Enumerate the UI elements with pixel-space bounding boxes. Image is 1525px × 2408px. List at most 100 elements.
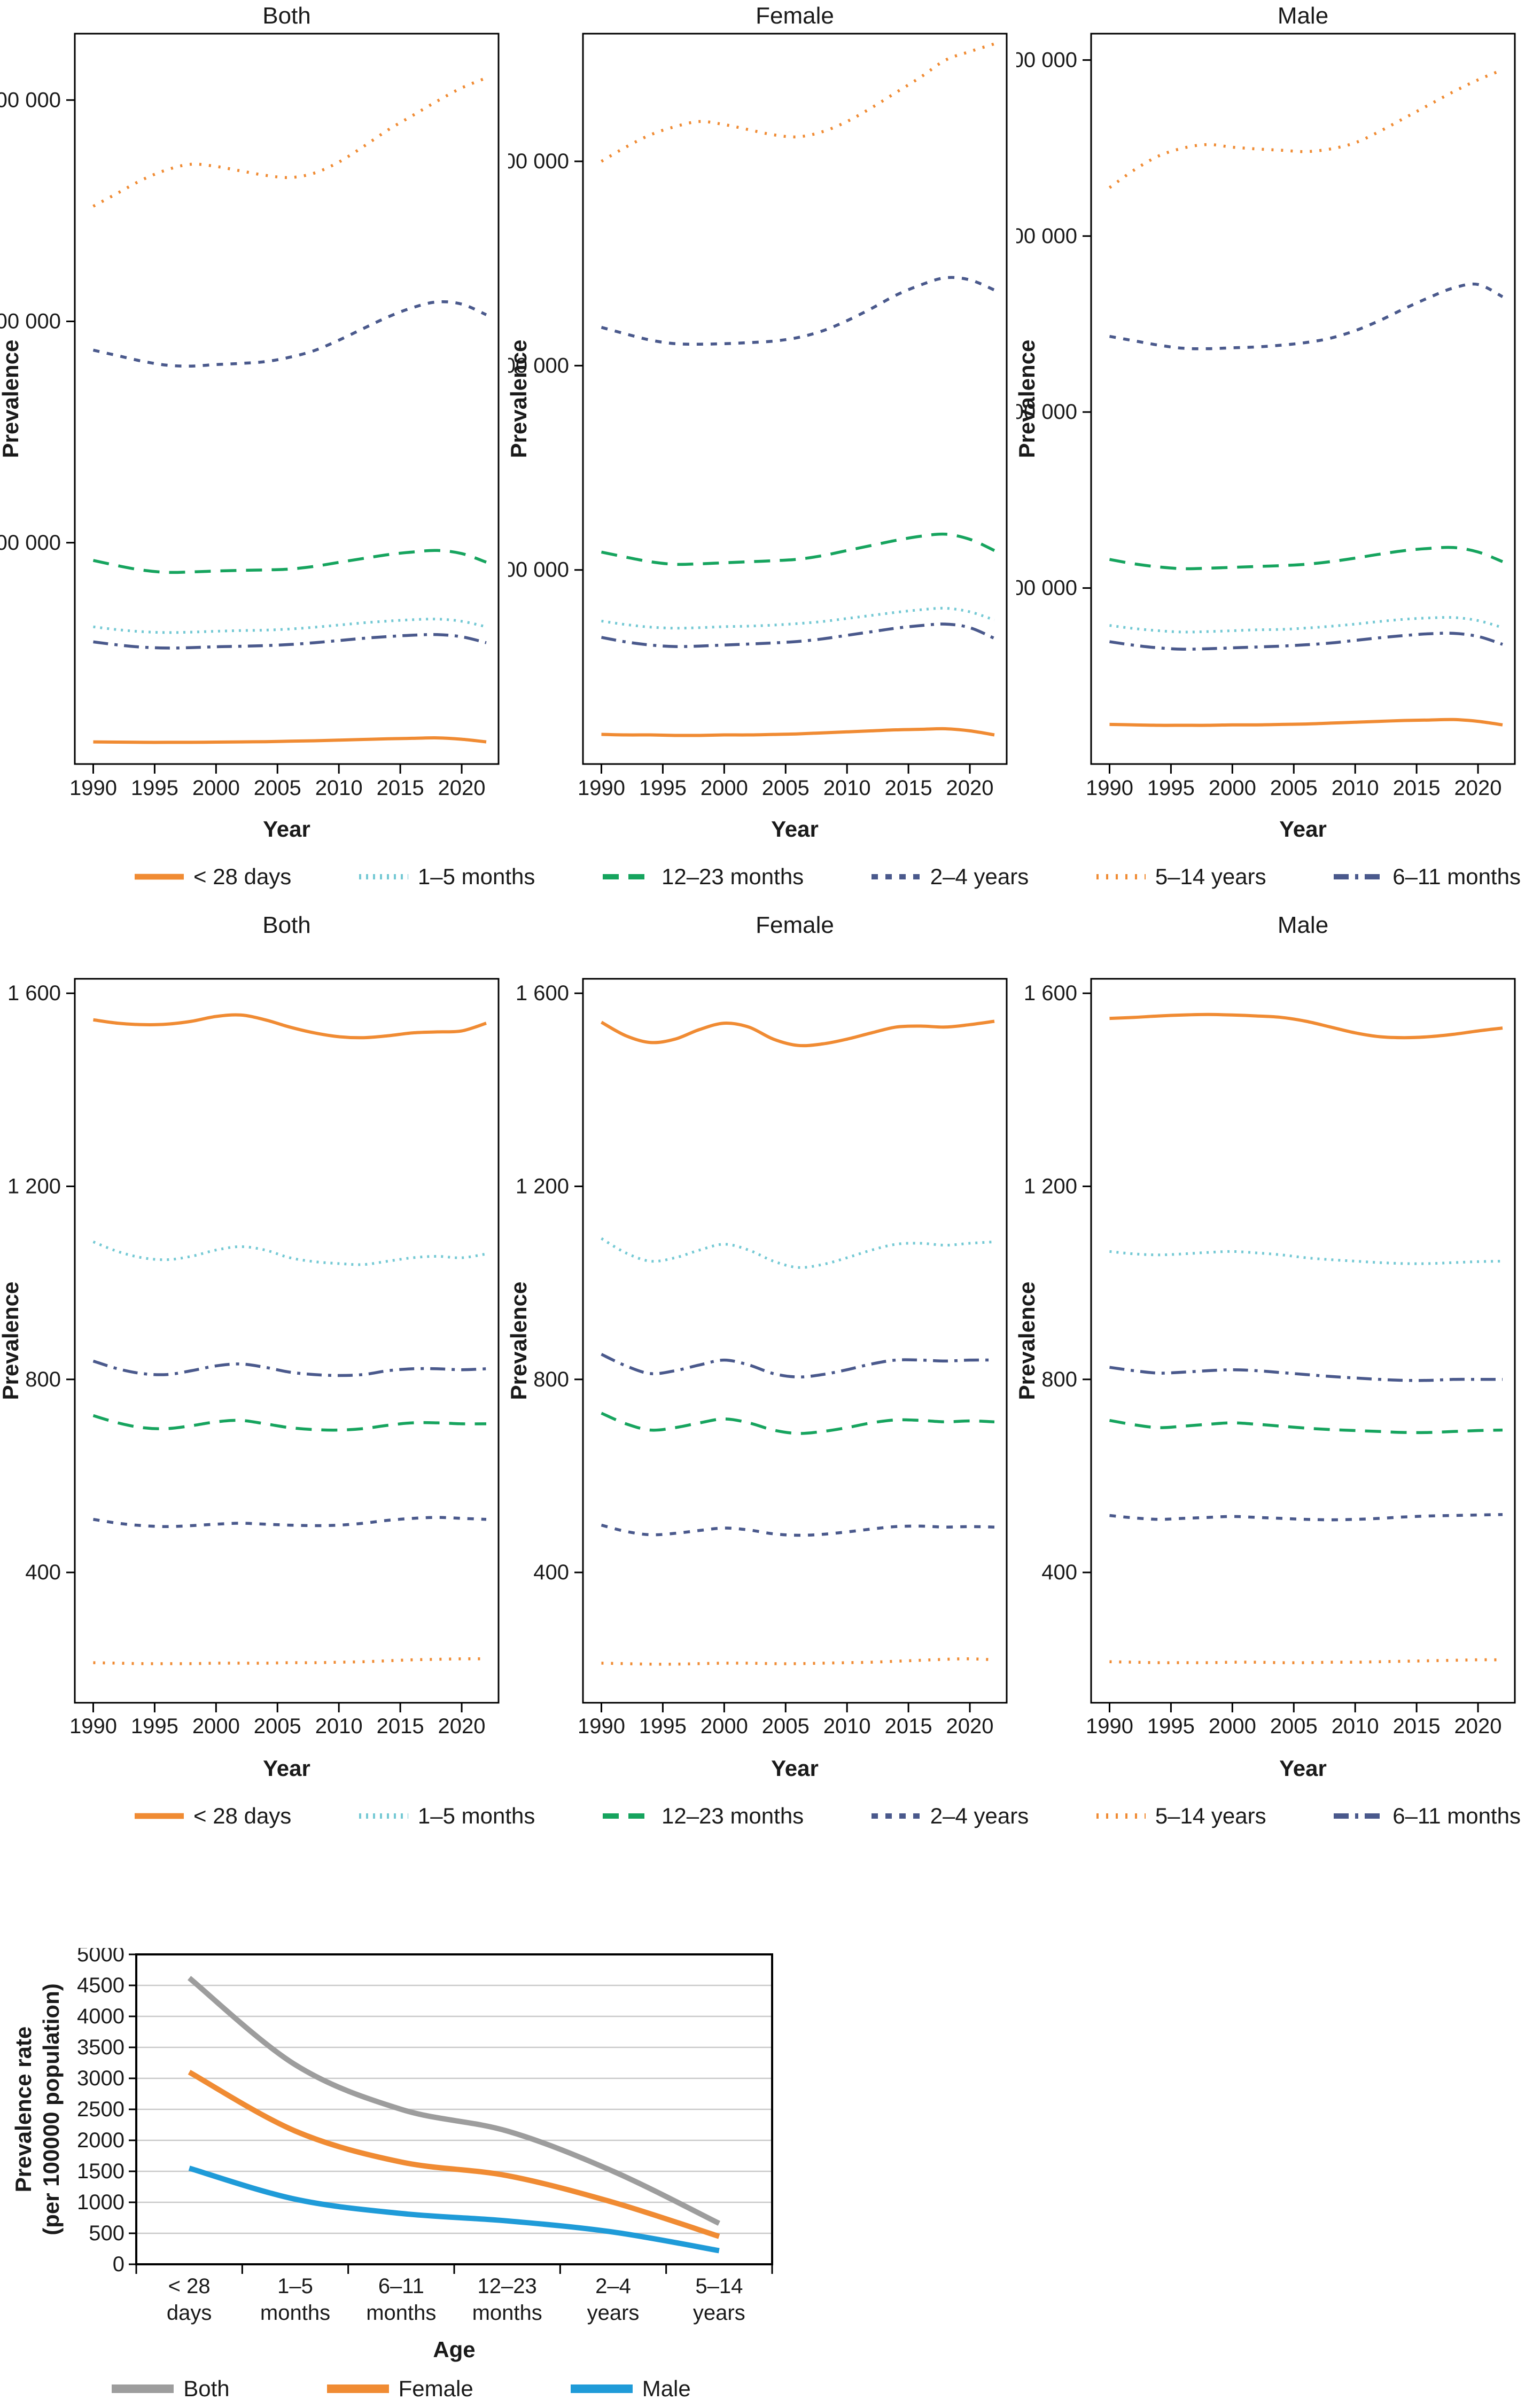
age-group-legend-middle: < 28 days 1–5 months 12–23 months 2–4 years… [0, 1794, 1525, 1838]
chart-middle-male: Male 400 800 1 200 1 600 1990 1995 2000 2005 2010… [1016, 912, 1516, 1781]
panel-title-middle-male: Male [1278, 912, 1328, 938]
line-style-icon [1096, 1813, 1146, 1819]
x-tick-label: 2000 [1209, 1715, 1256, 1738]
series-line-< 28 days [93, 736, 487, 744]
series-line-5–14 years [93, 1657, 487, 1665]
chart-age-rate: 0 500 1000 1500 2000 2500 3000 3500 4000 4500 5000… [11, 1948, 773, 2362]
line-style-icon [602, 1813, 652, 1819]
series-line-6–11 months [601, 1353, 995, 1379]
x-tick-label: 2015 [885, 776, 932, 800]
series-line-1–5 months [92, 1240, 487, 1266]
y-tick-label: 1 200 [1024, 1174, 1077, 1198]
plot-border [1090, 978, 1516, 1704]
age-group-legend-top: < 28 days 1–5 months 12–23 months 2–4 years… [0, 855, 1525, 899]
x-tick-label: 2010 [315, 1715, 363, 1738]
bottom-chart-wrap: 0 500 1000 1500 2000 2500 3000 3500 4000 4500 5000… [0, 1948, 1525, 2405]
series-line-5–14 years [1109, 1658, 1503, 1664]
x-tick-label: 1995 [639, 1715, 687, 1738]
y-tick-label: 400 [1041, 1561, 1077, 1584]
x-axis-title: Year [1279, 816, 1327, 841]
legend-label: 12–23 months [661, 864, 804, 889]
y-axis-title: Prevalence [1016, 1282, 1039, 1400]
y-tick-label: 1 000 000 [0, 531, 61, 555]
plot-border [582, 33, 1008, 765]
x-tick-label: 1995 [1147, 1715, 1195, 1738]
line-style-icon [135, 1813, 184, 1819]
legend-item-2–4 years: 2–4 years [870, 864, 1029, 890]
legend-label: Female [398, 2376, 473, 2401]
x-tick-label: 2000 [192, 776, 240, 800]
chart-middle-female: Female 400 800 1 200 1 600 1990 1995 2000 2005 20… [508, 912, 1008, 1781]
x-tick-label: 1990 [69, 776, 117, 800]
legend-item-12–23 months: 12–23 months [602, 864, 804, 890]
legend-label: 1–5 months [417, 864, 535, 889]
sex-legend: Both Female Male [0, 2372, 802, 2405]
y-tick-label: 800 [1041, 1368, 1077, 1391]
x-tick-label: 2020 [1454, 1715, 1502, 1738]
y-tick-label: 2000 [77, 2129, 125, 2152]
x-tick-label: 2000 [701, 1715, 748, 1738]
legend-label: 1–5 months [417, 1803, 535, 1828]
x-category-label: 12–23 months [472, 2274, 542, 2325]
legend-label: 6–11 months [1392, 864, 1521, 889]
line-style-icon [871, 1813, 921, 1819]
x-tick-label: 2005 [254, 776, 301, 800]
chart-top-male: Male 400 000 800 000 1 200 000 1 600 000 1990… [1016, 3, 1516, 841]
legend-item-6–11 months: 6–11 months [1333, 864, 1521, 890]
y-tick-label: 500 [89, 2222, 125, 2245]
y-axis-title: Prevalence [508, 340, 531, 458]
plot-border [74, 33, 500, 765]
x-tick-label: 1990 [578, 1715, 625, 1738]
panel-top-male: Male 400 000 800 000 1 200 000 1 600 000 1990… [1016, 0, 1524, 855]
series-line-< 28 days [601, 1019, 995, 1048]
x-tick-label: 2020 [1454, 776, 1502, 800]
series-line-6–11 months [601, 622, 995, 648]
x-tick-label: 2010 [823, 1715, 871, 1738]
plot-border [74, 978, 500, 1704]
series-line-12–23 months [601, 1412, 995, 1435]
legend-item-2–4 years: 2–4 years [870, 1803, 1029, 1829]
y-tick-label: 800 [25, 1368, 61, 1391]
y-tick-label: 800 000 [508, 354, 569, 377]
x-axis-title: Age [433, 2337, 475, 2362]
y-axis-title-line2: (per 100000 population) [38, 1983, 64, 2235]
x-category-label: 6–11 months [366, 2274, 436, 2325]
x-category-label: 2–4 years [587, 2274, 640, 2325]
legend-label: Both [183, 2376, 230, 2401]
x-tick-label: 2015 [377, 776, 424, 800]
series-line-5–14 years [601, 1657, 995, 1666]
middle-row-prevalence-by-year: Both 400 800 1 200 1 600 1990 1995 2000 2005 2010… [0, 899, 1525, 1794]
x-category-label: 1–5 months [260, 2274, 330, 2325]
x-tick-label: 1995 [131, 1715, 178, 1738]
series-line-2–4 years [601, 1523, 995, 1537]
y-tick-label: 1 200 000 [508, 150, 569, 173]
x-axis-title: Year [263, 816, 310, 841]
series-line-2–4 years [601, 276, 995, 346]
y-tick-label: 4500 [77, 1974, 125, 1997]
x-tick-label: 2020 [438, 776, 486, 800]
legend-item-< 28 days: < 28 days [134, 864, 291, 890]
y-tick-label: 1 600 [1024, 981, 1077, 1005]
y-tick-label: 3000 [77, 2067, 125, 2090]
series-line-Female [188, 2070, 720, 2239]
legend-item-Female: Female [326, 2376, 473, 2402]
y-axis-title: Prevalence [0, 340, 23, 458]
series-line-6–11 months [1109, 1366, 1503, 1382]
y-tick-label: 1 200 [7, 1174, 61, 1198]
series-line-6–11 months [92, 1359, 487, 1377]
series-line-2–4 years [93, 1516, 487, 1529]
panel-middle-female: Female 400 800 1 200 1 600 1990 1995 2000 2005 20… [508, 899, 1016, 1794]
y-tick-label: 2500 [77, 2098, 125, 2121]
plot-border [1090, 33, 1516, 765]
panel-middle-both: Both 400 800 1 200 1 600 1990 1995 2000 2005 2010… [0, 899, 508, 1794]
top-row-prevalence-by-year: Both 1 000 000 2 000 000 3 000 000 1990 1995 2… [0, 0, 1525, 855]
y-tick-label: 1 200 000 [1016, 224, 1077, 248]
line-style-icon [570, 2384, 633, 2393]
legend-item-5–14 years: 5–14 years [1095, 864, 1266, 890]
x-tick-label: 2005 [762, 776, 810, 800]
y-tick-label: 1500 [77, 2160, 125, 2183]
panel-top-both: Both 1 000 000 2 000 000 3 000 000 1990 1995 2… [0, 0, 508, 855]
series-line-1–5 months [1109, 616, 1503, 634]
line-style-icon [359, 1813, 408, 1819]
